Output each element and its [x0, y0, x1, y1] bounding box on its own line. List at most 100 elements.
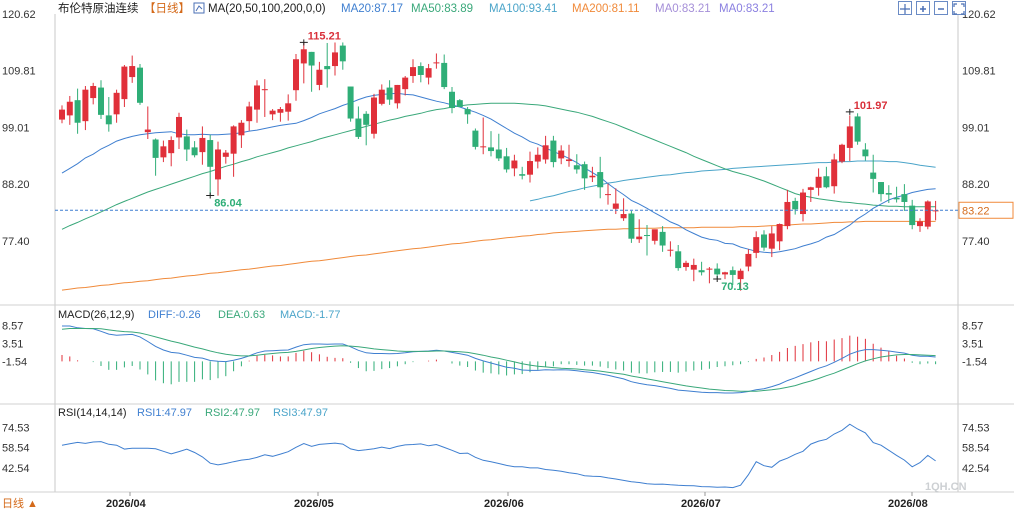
zoom-out-icon[interactable] [934, 1, 948, 15]
rsi-line [61, 423, 936, 489]
candle-body [729, 270, 736, 275]
candle-body [300, 49, 307, 64]
watermark-text: 1QH.CN [925, 481, 967, 493]
macd-tick-right: -1.54 [962, 356, 987, 368]
macd-tick-right: 3.51 [962, 339, 983, 351]
candle-body [737, 270, 744, 280]
annotation-label: 70.13 [721, 281, 749, 293]
price-tick-left: 99.01 [2, 122, 30, 134]
candle-body [160, 146, 167, 158]
candle-body [74, 100, 81, 123]
candle-body [433, 62, 440, 64]
candle-body [566, 159, 572, 162]
crosshair-icon[interactable] [898, 1, 912, 15]
annotation-marker [299, 39, 308, 46]
candle-body [90, 85, 97, 99]
candle-body [238, 122, 245, 136]
candle-body [745, 253, 752, 267]
candle-body [885, 193, 892, 195]
candle-body [503, 156, 510, 170]
date-tick-label: 2026/07 [681, 498, 721, 510]
date-tick-label: 2026/08 [888, 498, 928, 510]
macd-diff-line [62, 325, 936, 394]
candle-body [636, 236, 643, 240]
candle-body [839, 144, 845, 162]
candle-body [620, 214, 627, 219]
ma200-line [61, 220, 936, 291]
candle-body [675, 251, 682, 269]
candle-body [199, 137, 206, 153]
macd-tick-left: -1.54 [2, 356, 27, 368]
candle-body [332, 52, 338, 67]
candle-body [878, 182, 884, 195]
candle-body [82, 89, 89, 122]
candle-body [472, 130, 479, 147]
candle-body [831, 159, 838, 187]
candle-body [862, 149, 869, 157]
candle-body [573, 165, 580, 170]
rsi-tick-left: 58.54 [2, 443, 30, 455]
candle-body [129, 66, 136, 78]
candle-body [121, 66, 128, 100]
candle-body [191, 147, 198, 156]
candle-body [550, 140, 557, 163]
candle-body [784, 201, 791, 227]
date-tick-label: 2026/05 [294, 498, 334, 510]
candle-body [644, 235, 650, 237]
period-label: 【日线】 [144, 1, 190, 15]
date-tick-label: 2026/04 [106, 498, 147, 510]
candle-body [909, 205, 916, 226]
ma50-line [61, 102, 936, 230]
fullscreen-icon[interactable] [952, 1, 966, 15]
candle-body [168, 140, 175, 154]
candle-body [659, 231, 666, 246]
candle-body [597, 172, 604, 188]
price-tick-left: 120.62 [2, 9, 36, 21]
candle-body [924, 201, 931, 227]
ma-label: MA(20,50,100,200,0,0) [208, 3, 326, 15]
last-price-label: 83.22 [962, 205, 990, 217]
annotation-marker [845, 108, 854, 115]
candle-body [854, 116, 861, 142]
candle-body [355, 118, 362, 137]
candle-body [667, 249, 674, 251]
instrument-name: 布伦特原油连续 [58, 1, 139, 15]
candle-body [628, 213, 635, 239]
candle-body [386, 87, 393, 100]
rsi-readout-0: RSI1:47.97 [137, 407, 192, 419]
candle-body [347, 86, 354, 119]
annotation-label: 101.97 [854, 100, 888, 112]
candle-body [870, 172, 877, 179]
date-tick-label: 2026/06 [484, 498, 524, 510]
candle-body [761, 234, 767, 248]
candle-body [807, 187, 814, 190]
candle-body [417, 66, 424, 75]
rsi-tick-right: 58.54 [962, 443, 990, 455]
candle-body [137, 67, 143, 103]
candle-body [581, 164, 588, 179]
macd-tick-left: 8.57 [2, 321, 23, 333]
candle-body [441, 62, 448, 88]
candle-body [308, 51, 315, 66]
candle-body [230, 126, 237, 154]
ma-value-2: MA100:93.41 [489, 3, 557, 15]
candle-body [480, 146, 487, 148]
zoom-in-icon[interactable] [916, 1, 930, 15]
candle-body [269, 110, 276, 115]
candle-body [277, 109, 284, 113]
candle-body [316, 69, 323, 85]
ma-value-5: MA0:83.21 [719, 3, 775, 15]
ma-value-3: MA200:81.11 [572, 3, 640, 15]
candle-body [402, 77, 409, 90]
annotation-marker [206, 192, 215, 199]
price-tick-right: 109.81 [962, 66, 996, 78]
period-toggle-button[interactable]: 日线 ▲ [2, 496, 38, 510]
candle-body [893, 197, 900, 200]
price-tick-left: 109.81 [2, 66, 36, 78]
candle-body [410, 67, 416, 77]
candle-body [683, 262, 689, 268]
price-tick-right: 88.20 [962, 179, 990, 191]
period-toggle-label[interactable]: 日线 ▲ [2, 496, 38, 510]
